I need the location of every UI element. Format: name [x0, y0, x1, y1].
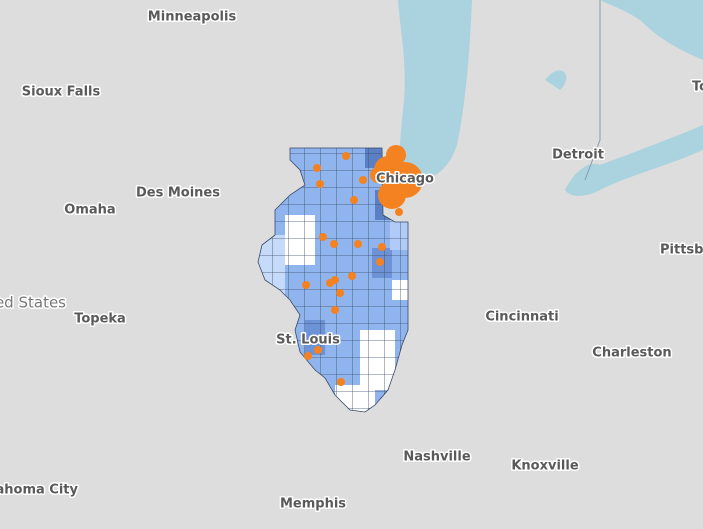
lake-erie — [565, 125, 703, 196]
country-label: ed States — [0, 294, 66, 312]
symbol — [316, 180, 324, 188]
lake-huron — [600, 0, 703, 60]
symbol — [378, 181, 406, 209]
symbols — [302, 145, 423, 386]
city-label: Sioux Falls — [22, 85, 101, 100]
city-label: Pittsbu — [660, 243, 703, 258]
symbol — [319, 233, 327, 241]
city-label: Chicago — [376, 172, 434, 187]
city-label: Knoxville — [511, 459, 578, 474]
city-label: Memphis — [280, 497, 346, 512]
symbol — [302, 281, 310, 289]
symbol — [337, 378, 345, 386]
symbol — [336, 289, 344, 297]
symbol — [348, 272, 356, 280]
symbol — [331, 306, 339, 314]
symbol — [342, 152, 350, 160]
symbol — [370, 167, 386, 183]
city-label: Detroit — [552, 148, 604, 163]
symbol — [331, 276, 339, 284]
city-label: Topeka — [74, 312, 126, 327]
city-label: Charleston — [592, 346, 671, 361]
symbol — [313, 164, 321, 172]
state-outline — [257, 147, 409, 413]
symbol — [350, 196, 358, 204]
symbol — [314, 346, 322, 354]
city-label: To — [692, 80, 703, 95]
city-label: lahoma City — [0, 483, 79, 498]
city-label: Nashville — [403, 450, 470, 465]
city-label: Minneapolis — [148, 10, 237, 25]
symbol — [378, 243, 386, 251]
symbol — [330, 240, 338, 248]
lake-green-bay — [545, 70, 567, 90]
city-label: Des Moines — [136, 186, 220, 201]
city-label: Cincinnati — [485, 310, 558, 325]
border — [584, 0, 601, 181]
symbol — [304, 352, 312, 360]
lake-michigan — [398, 0, 472, 181]
symbol — [395, 208, 403, 216]
city-label: St. Louis — [276, 333, 340, 348]
symbol — [359, 176, 367, 184]
symbol — [354, 240, 362, 248]
city-label: Omaha — [64, 203, 115, 218]
symbol — [376, 258, 384, 266]
